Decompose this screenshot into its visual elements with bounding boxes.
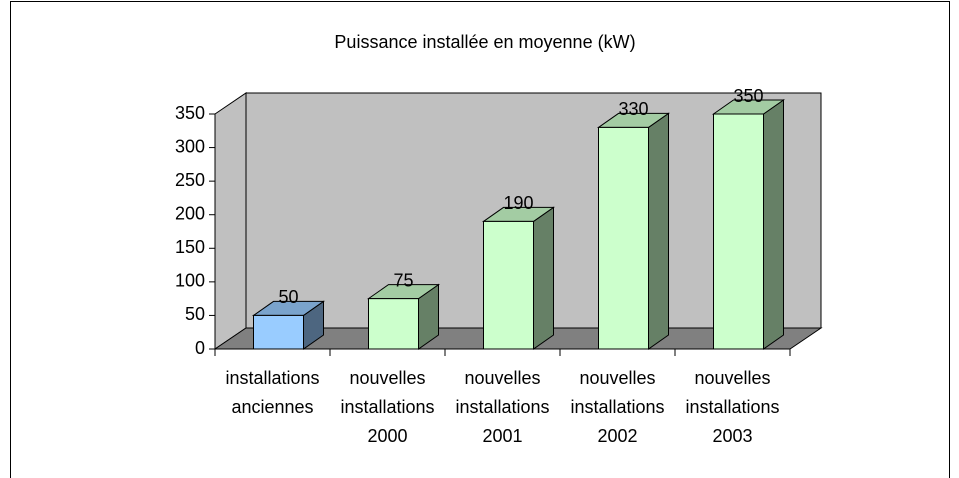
bar-side xyxy=(763,99,784,350)
x-tick-label-line: anciennes xyxy=(231,397,313,417)
x-tick-label: nouvelles installations 2002 xyxy=(570,368,664,446)
value-label: 350 xyxy=(733,86,763,106)
x-tick-label-line: installations xyxy=(685,397,779,417)
bar-side xyxy=(533,206,554,350)
value-label: 190 xyxy=(503,193,533,213)
bar-side xyxy=(648,112,669,350)
x-tick-label-line: nouvelles xyxy=(579,368,655,388)
bar xyxy=(598,126,649,350)
y-tick-label: 250 xyxy=(175,170,205,190)
y-tick-label: 300 xyxy=(175,136,205,156)
y-tick-label: 100 xyxy=(175,271,205,291)
y-tick-label: 50 xyxy=(185,304,205,324)
x-tick-label-line: nouvelles xyxy=(694,368,770,388)
y-tick-label: 0 xyxy=(195,338,205,358)
x-tick-label-line: installations xyxy=(570,397,664,417)
x-tick-label: nouvelles installations 2003 xyxy=(685,368,779,446)
chart-title: Puissance installée en moyenne (kW) xyxy=(334,32,635,52)
x-tick-label-line: installations xyxy=(340,397,434,417)
bar xyxy=(483,220,534,350)
value-label: 50 xyxy=(278,287,298,307)
x-tick-label-line: installations xyxy=(455,397,549,417)
x-tick-label: nouvelles installations 2001 xyxy=(455,368,549,446)
y-tick-label: 200 xyxy=(175,203,205,223)
x-tick-label: installations anciennes xyxy=(225,368,319,417)
y-tick-label: 150 xyxy=(175,237,205,257)
x-tick-label-line: nouvelles xyxy=(349,368,425,388)
x-tick-label-line: 2001 xyxy=(482,426,522,446)
bar xyxy=(713,113,764,350)
y-tick-label: 350 xyxy=(175,103,205,123)
x-tick-label-line: 2003 xyxy=(712,426,752,446)
bar xyxy=(368,298,419,350)
bar xyxy=(253,314,304,350)
x-tick-label-line: nouvelles xyxy=(464,368,540,388)
side-wall xyxy=(214,92,247,350)
value-label: 330 xyxy=(618,99,648,119)
x-tick-label-line: 2000 xyxy=(367,426,407,446)
x-tick-label-line: 2002 xyxy=(597,426,637,446)
x-tick-label-line: installations xyxy=(225,368,319,388)
x-tick-label: nouvelles installations 2000 xyxy=(340,368,434,446)
value-label: 75 xyxy=(393,270,413,290)
